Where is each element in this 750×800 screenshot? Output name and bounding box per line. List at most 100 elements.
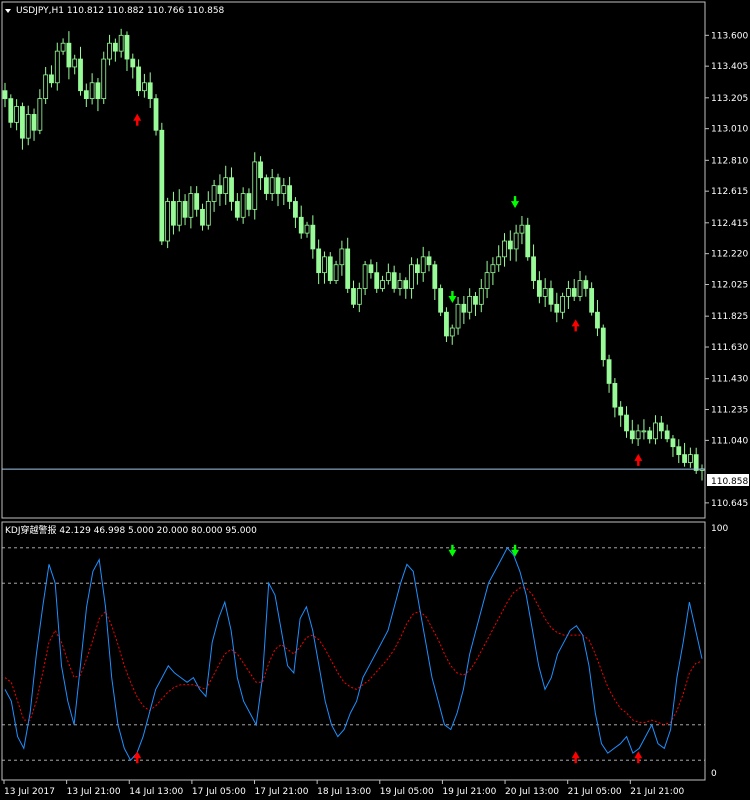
x-tick-label: 20 Jul 13:00 bbox=[505, 787, 559, 797]
indicator-buy-arrow-stem bbox=[136, 757, 139, 764]
signal-arrows bbox=[133, 113, 643, 466]
candle-body bbox=[78, 58, 83, 92]
y-tick-label: 113.600 bbox=[711, 31, 748, 41]
y-tick-label: 113.405 bbox=[711, 62, 748, 72]
candle-body bbox=[600, 327, 606, 361]
candle-body bbox=[2, 90, 8, 100]
candle-body bbox=[281, 185, 287, 194]
candle-body bbox=[54, 50, 60, 84]
candle-body bbox=[171, 201, 176, 226]
candle-body bbox=[153, 98, 159, 131]
candle-body bbox=[176, 201, 182, 226]
candle-body bbox=[374, 272, 380, 289]
candle-body bbox=[246, 193, 252, 210]
candle-body bbox=[444, 311, 449, 337]
candle-body bbox=[345, 248, 351, 289]
candle-body bbox=[670, 438, 676, 448]
candle-body bbox=[229, 177, 234, 202]
candle-body bbox=[682, 454, 687, 463]
candle-body bbox=[693, 454, 699, 471]
y-tick-label: 111.630 bbox=[711, 343, 748, 353]
y-tick-label: 113.010 bbox=[711, 125, 748, 135]
buy-arrow-stem bbox=[637, 459, 640, 466]
indicator-top-label: 100 bbox=[711, 524, 728, 534]
y-tick-label: 111.235 bbox=[711, 406, 748, 416]
candle-body bbox=[519, 224, 525, 234]
y-tick-label: 112.220 bbox=[711, 250, 748, 260]
current-price-box bbox=[707, 474, 749, 486]
indicator-buy-arrow bbox=[634, 751, 643, 759]
candle-body bbox=[298, 216, 304, 234]
candle-body bbox=[368, 264, 374, 274]
candle-body bbox=[49, 74, 54, 84]
indicator-buy-arrow bbox=[133, 751, 142, 759]
candle-body bbox=[507, 240, 513, 250]
x-tick-label: 19 Jul 05:00 bbox=[380, 787, 434, 797]
candle-body bbox=[223, 177, 229, 194]
x-tick-label: 21 Jul 05:00 bbox=[568, 787, 622, 797]
candle-body bbox=[502, 240, 507, 258]
sell-arrow bbox=[448, 296, 457, 304]
candle-body bbox=[287, 185, 293, 202]
candle-body bbox=[194, 193, 200, 210]
candle-body bbox=[8, 98, 14, 123]
candle-body bbox=[595, 311, 600, 329]
current-price-label: 110.858 bbox=[711, 477, 748, 487]
candle-body bbox=[339, 248, 345, 266]
candle-body bbox=[327, 256, 333, 281]
candle-body bbox=[136, 66, 141, 92]
candle-body bbox=[211, 185, 217, 202]
sell-arrow-stem bbox=[513, 196, 517, 203]
chart-frame bbox=[1, 1, 706, 781]
candle-body bbox=[653, 422, 658, 440]
candle-body bbox=[25, 114, 31, 139]
candle-body bbox=[83, 90, 89, 100]
candle-body bbox=[403, 280, 409, 289]
indicator-signal-arrows bbox=[133, 544, 643, 764]
buy-arrow-stem bbox=[136, 119, 139, 126]
candle-body bbox=[571, 288, 577, 297]
candle-body bbox=[159, 129, 165, 242]
y-tick-label: 111.825 bbox=[711, 312, 748, 322]
candle-body bbox=[118, 34, 124, 52]
candle-body bbox=[14, 106, 20, 123]
candle-body bbox=[107, 42, 112, 60]
candle-body bbox=[455, 303, 461, 329]
axes: 113.600 113.405 113.205 113.010 112.810 112.6… bbox=[2, 31, 748, 797]
candle-body bbox=[101, 58, 107, 100]
candle-body bbox=[624, 414, 629, 432]
candle-body bbox=[95, 82, 101, 100]
candle-body bbox=[548, 288, 554, 305]
candle-body bbox=[182, 201, 188, 218]
candle-body bbox=[165, 201, 171, 242]
candle-body bbox=[635, 430, 641, 440]
candle-body bbox=[333, 264, 339, 281]
indicator-sell-arrow bbox=[448, 549, 457, 557]
candle-body bbox=[391, 272, 397, 289]
candle-body bbox=[217, 185, 223, 194]
candle-body bbox=[664, 430, 670, 440]
buy-arrow-stem bbox=[574, 325, 577, 332]
candle-body bbox=[676, 446, 682, 456]
y-tick-label: 111.430 bbox=[711, 375, 748, 385]
candle-body bbox=[397, 280, 403, 289]
candle-body bbox=[687, 454, 693, 463]
candle-body bbox=[380, 280, 385, 289]
candle-body bbox=[72, 58, 78, 68]
buy-arrow bbox=[634, 453, 643, 461]
candle-body bbox=[560, 295, 565, 313]
candle-body bbox=[20, 106, 25, 139]
candle-body bbox=[258, 161, 263, 179]
x-tick-label: 13 Jul 21:00 bbox=[67, 787, 121, 797]
candle-body bbox=[234, 201, 240, 218]
candle-body bbox=[647, 430, 653, 440]
candle-body bbox=[37, 98, 43, 131]
candle-body bbox=[322, 256, 327, 274]
candle-body bbox=[536, 280, 542, 297]
y-tick-label: 112.615 bbox=[711, 187, 748, 197]
symbol-label: USDJPY,H1 110.812 110.882 110.766 110.85… bbox=[16, 6, 225, 16]
indicator-label: KDJ穿越警报 42.129 46.998 5.000 20.000 80.00… bbox=[5, 524, 257, 536]
dropdown-icon[interactable] bbox=[5, 9, 11, 13]
